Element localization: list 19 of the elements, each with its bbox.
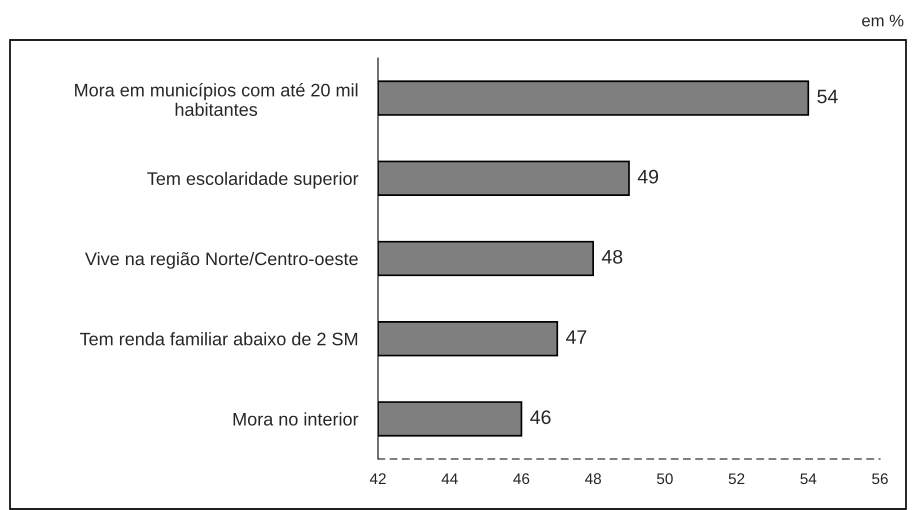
data-label: 49 [638, 170, 658, 184]
x-tick-label: 44 [442, 473, 458, 484]
y-tick-label: Mora no interior [234, 412, 358, 426]
text: em % [862, 14, 904, 26]
x-tick-label: 48 [585, 473, 601, 484]
x-tick-label: 46 [513, 473, 530, 484]
y-tick-label: Mora em municípios com até 20 mil habitantes [75, 83, 358, 116]
y-tick-label: Vive na região Norte/Centro-oeste [84, 252, 358, 269]
x-tick-label: 56 [872, 473, 888, 484]
data-label: 47 [566, 330, 586, 344]
y-tick-label: Tem renda familiar abaixo de 2 SM [80, 332, 358, 346]
data-label: 54 [817, 90, 838, 104]
x-tick-label: 42 [370, 473, 386, 484]
data-label: 46 [530, 410, 551, 424]
x-tick-label: 54 [800, 473, 816, 484]
y-tick-label: Tem escolaridade superior [147, 172, 358, 189]
x-tick-label: 52 [728, 473, 744, 484]
data-label: 48 [602, 250, 622, 264]
x-tick-label: 50 [656, 473, 673, 484]
